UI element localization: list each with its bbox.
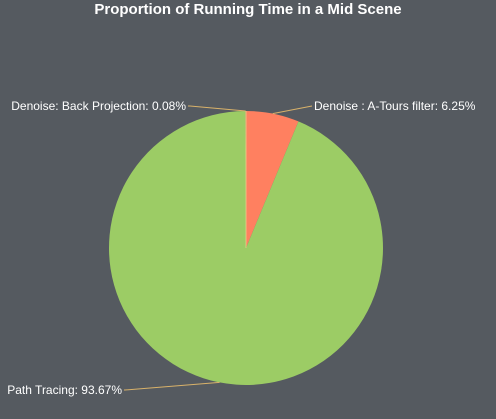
label-line-denoise-a-tours-filter xyxy=(272,105,313,115)
slice-label-denoise-back-projection: Denoise: Back Projection: 0.08% xyxy=(11,99,186,113)
pie-slice-denoise-a-tours-filter xyxy=(246,111,299,248)
slice-label-denoise-a-tours-filter: Denoise : A-Tours filter: 6.25% xyxy=(314,99,476,113)
label-line-path-tracing xyxy=(124,381,220,391)
slice-label-path-tracing: Path Tracing: 93.67% xyxy=(7,383,122,397)
label-line-denoise-back-projection xyxy=(188,105,246,112)
chart-title: Proportion of Running Time in a Mid Scen… xyxy=(94,1,402,18)
